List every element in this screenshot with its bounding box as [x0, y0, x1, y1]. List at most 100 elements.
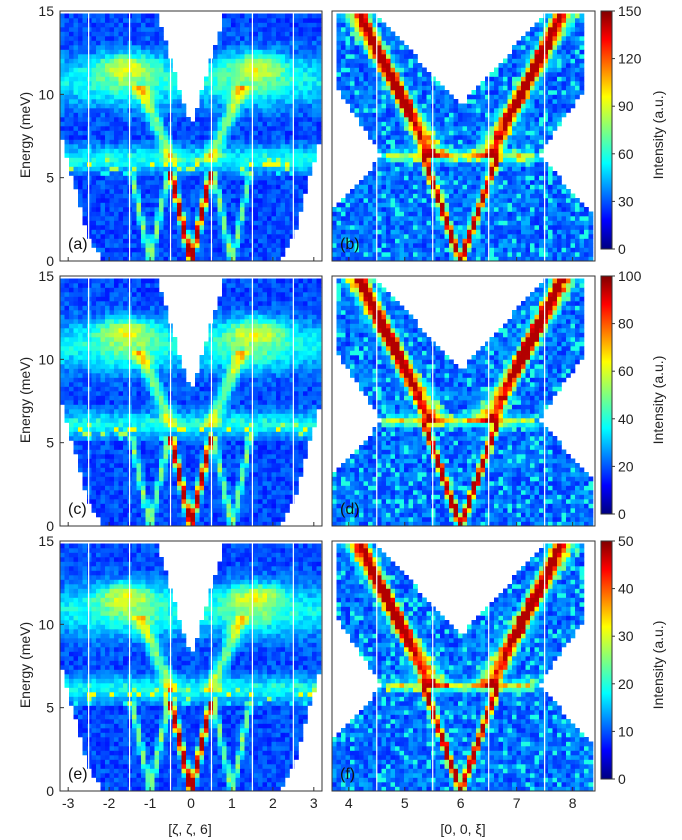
heatmap-cell	[435, 166, 441, 172]
heatmap-cell	[498, 229, 504, 235]
heatmap-cell	[141, 85, 146, 91]
heatmap-cell	[413, 117, 418, 122]
heatmap-cell	[336, 67, 342, 73]
heatmap-cell	[271, 144, 277, 149]
heatmap-cell	[413, 247, 418, 253]
heatmap-cell	[444, 90, 450, 95]
heatmap-cell	[235, 126, 241, 131]
heatmap-cell	[222, 76, 227, 82]
heatmap-cell	[199, 180, 205, 185]
heatmap-cell	[87, 117, 92, 122]
heatmap-cell	[82, 90, 88, 95]
heatmap-cell	[462, 180, 468, 185]
heatmap-cell	[377, 99, 382, 104]
heatmap-cell	[240, 256, 245, 262]
heatmap-cell	[539, 99, 544, 104]
heatmap-cell	[579, 76, 585, 82]
heatmap-cell	[557, 189, 562, 194]
heatmap-cell	[354, 256, 360, 262]
heatmap-cell	[458, 175, 463, 181]
heatmap-cell	[141, 238, 146, 244]
heatmap-cell	[195, 193, 200, 199]
heatmap-cell	[512, 162, 517, 167]
heatmap-cell	[73, 76, 79, 82]
heatmap-cell	[507, 234, 513, 239]
heatmap-cell	[87, 148, 92, 154]
heatmap-cell	[141, 58, 146, 64]
heatmap-cell	[141, 148, 146, 154]
heatmap-cell	[280, 18, 286, 23]
heatmap-cell	[118, 153, 124, 158]
heatmap-cell	[177, 175, 182, 181]
heatmap-cell	[426, 103, 432, 109]
heatmap-cell	[118, 243, 124, 248]
heatmap-cell	[276, 184, 281, 190]
y-tick-label: 5	[46, 170, 54, 186]
heatmap-cell	[413, 189, 418, 194]
heatmap-cell	[345, 225, 351, 230]
heatmap-cell	[177, 153, 182, 158]
heatmap-cell	[307, 139, 313, 145]
heatmap-cell	[276, 27, 281, 32]
heatmap-cell	[267, 193, 272, 199]
heatmap-cell	[109, 144, 115, 149]
heatmap-cell	[413, 180, 418, 185]
heatmap-cell	[462, 198, 468, 203]
heatmap-cell	[516, 162, 522, 167]
heatmap-cell	[449, 121, 454, 127]
heatmap-cell	[163, 157, 169, 163]
heatmap-cell	[199, 157, 205, 163]
heatmap-cell	[503, 72, 508, 77]
heatmap-cell	[372, 234, 378, 239]
heatmap-cell	[73, 54, 79, 59]
heatmap-cell	[521, 184, 526, 190]
heatmap-cell	[431, 108, 436, 113]
heatmap-cell	[289, 198, 295, 203]
heatmap-cell	[73, 175, 79, 181]
heatmap-cell	[69, 36, 74, 41]
heatmap-cell	[222, 126, 227, 131]
heatmap-cell	[561, 81, 567, 86]
heatmap-cell	[271, 85, 277, 91]
heatmap-cell	[471, 225, 477, 230]
heatmap-cell	[521, 180, 526, 185]
heatmap-cell	[476, 198, 481, 203]
heatmap-cell	[145, 166, 151, 172]
heatmap-cell	[244, 45, 250, 50]
heatmap-cell	[462, 162, 468, 167]
heatmap-cell	[154, 184, 160, 190]
heatmap-cell	[105, 139, 110, 145]
heatmap-cell	[503, 112, 508, 118]
heatmap-cell	[476, 180, 481, 185]
heatmap-cell	[231, 135, 236, 140]
heatmap-cell	[64, 112, 70, 118]
heatmap-cell	[271, 99, 277, 104]
heatmap-cell	[345, 234, 351, 239]
heatmap-cell	[440, 243, 445, 248]
heatmap-cell	[78, 76, 83, 82]
heatmap-cell	[199, 243, 205, 248]
heatmap-cell	[561, 247, 567, 253]
heatmap-cell	[395, 130, 400, 136]
heatmap-cell	[557, 184, 562, 190]
heatmap-cell	[525, 72, 531, 77]
heatmap-cell	[249, 36, 254, 41]
heatmap-cell	[172, 198, 178, 203]
heatmap-cell	[294, 108, 299, 113]
heatmap-cell	[516, 198, 522, 203]
heatmap-cell	[267, 76, 272, 82]
heatmap-cell	[262, 76, 268, 82]
heatmap-cell	[235, 229, 241, 235]
heatmap-cell	[350, 49, 355, 55]
heatmap-cell	[82, 189, 88, 194]
heatmap-cell	[408, 234, 414, 239]
heatmap-cell	[267, 90, 272, 95]
heatmap-cell	[539, 108, 544, 113]
heatmap-cell	[404, 166, 409, 172]
heatmap-cell	[467, 243, 472, 248]
heatmap-cell	[494, 256, 499, 262]
heatmap-cell	[485, 243, 490, 248]
heatmap-cell	[244, 99, 250, 104]
heatmap-cell	[377, 202, 382, 208]
heatmap-cell	[399, 189, 405, 194]
